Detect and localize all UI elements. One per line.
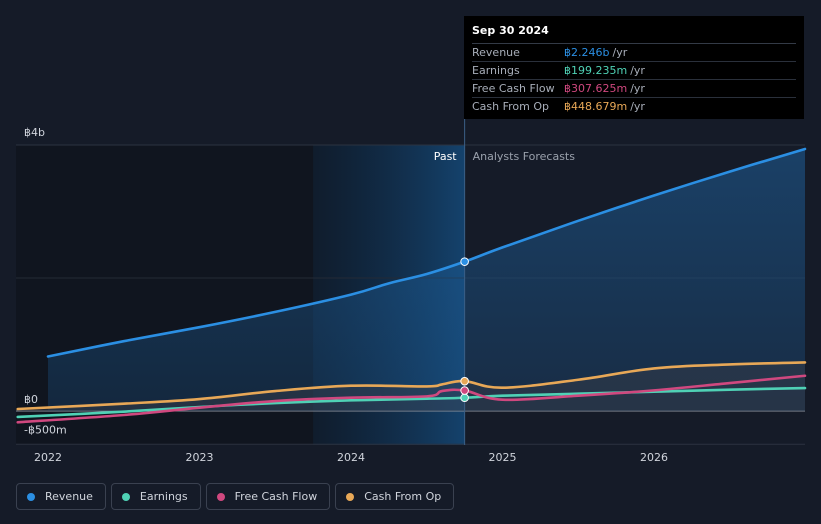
tooltip-value: ฿2.246b bbox=[564, 46, 610, 59]
tooltip-value: ฿307.625m bbox=[564, 82, 628, 95]
tooltip-row: Cash From Op ฿448.679m/yr bbox=[472, 98, 796, 115]
legend-dot-icon bbox=[121, 492, 130, 501]
tooltip-label: Revenue bbox=[472, 46, 520, 59]
legend-item-free-cash-flow[interactable]: Free Cash Flow bbox=[205, 483, 331, 510]
tooltip-unit: /yr bbox=[630, 100, 645, 113]
marker-revenue bbox=[460, 257, 469, 266]
legend-dot-icon bbox=[216, 492, 225, 501]
y-tick-label: ฿0 bbox=[24, 393, 38, 406]
x-tick-label: 2022 bbox=[34, 451, 62, 464]
tooltip: Sep 30 2024 Revenue ฿2.246b/yr Earnings ฿19… bbox=[464, 16, 804, 119]
legend-dot-icon bbox=[27, 492, 35, 501]
legend-label: Revenue bbox=[45, 490, 93, 503]
tooltip-label: Cash From Op bbox=[472, 100, 550, 113]
legend-label: Cash From Op bbox=[364, 490, 442, 503]
x-tick-label: 2025 bbox=[489, 451, 517, 464]
x-tick-label: 2026 bbox=[640, 451, 668, 464]
past-label: Past bbox=[434, 150, 458, 163]
legend-label: Free Cash Flow bbox=[234, 490, 318, 503]
x-tick-label: 2024 bbox=[337, 451, 365, 464]
tooltip-date: Sep 30 2024 bbox=[472, 24, 796, 44]
tooltip-unit: /yr bbox=[630, 64, 645, 77]
forecast-label: Analysts Forecasts bbox=[473, 150, 576, 163]
legend-item-cash-from-op[interactable]: Cash From Op bbox=[335, 483, 455, 510]
x-tick-label: 2023 bbox=[186, 451, 214, 464]
marker-cash-from-op bbox=[460, 376, 469, 386]
tooltip-value: ฿448.679m bbox=[564, 100, 628, 113]
series-line-earnings bbox=[16, 386, 807, 419]
tooltip-row: Revenue ฿2.246b/yr bbox=[472, 44, 796, 62]
series-area-revenue bbox=[48, 148, 805, 412]
tooltip-row: Earnings ฿199.235m/yr bbox=[472, 62, 796, 80]
legend-dot-icon bbox=[346, 492, 355, 501]
series-line-cash-from-op bbox=[16, 361, 807, 411]
marker-free-cash-flow bbox=[460, 386, 469, 395]
tooltip-label: Free Cash Flow bbox=[472, 82, 555, 95]
tooltip-unit: /yr bbox=[630, 82, 645, 95]
series-line-revenue bbox=[46, 147, 807, 358]
series-line-free-cash-flow bbox=[16, 374, 807, 424]
tooltip-unit: /yr bbox=[612, 46, 628, 59]
tooltip-label: Earnings bbox=[472, 64, 520, 77]
legend-item-earnings[interactable]: Earnings bbox=[110, 483, 201, 510]
y-tick-label: -฿500m bbox=[24, 423, 67, 436]
marker-earnings bbox=[460, 393, 469, 403]
legend: Revenue Earnings Free Cash Flow Cash From O… bbox=[16, 483, 455, 510]
tooltip-value: ฿199.235m bbox=[564, 64, 628, 77]
legend-item-revenue[interactable]: Revenue bbox=[16, 483, 106, 510]
tooltip-row: Free Cash Flow ฿307.625m/yr bbox=[472, 80, 796, 98]
y-tick-label: ฿4b bbox=[24, 126, 45, 139]
legend-label: Earnings bbox=[139, 490, 188, 503]
